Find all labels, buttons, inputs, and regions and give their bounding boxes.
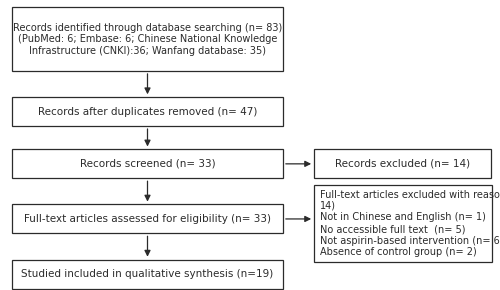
FancyBboxPatch shape — [12, 204, 282, 233]
FancyBboxPatch shape — [12, 260, 282, 289]
Text: Records excluded (n= 14): Records excluded (n= 14) — [335, 159, 470, 169]
Text: Full-text articles excluded with reasons (n=
14)
Not in Chinese and English (n= : Full-text articles excluded with reasons… — [320, 189, 500, 257]
FancyBboxPatch shape — [314, 149, 491, 178]
FancyBboxPatch shape — [12, 97, 282, 126]
Text: Records identified through database searching (n= 83)
(PubMed: 6; Embase: 6; Chi: Records identified through database sear… — [13, 23, 282, 56]
Text: Full-text articles assessed for eligibility (n= 33): Full-text articles assessed for eligibil… — [24, 214, 271, 224]
FancyBboxPatch shape — [12, 149, 282, 178]
Text: Records screened (n= 33): Records screened (n= 33) — [80, 159, 216, 169]
FancyBboxPatch shape — [12, 7, 282, 71]
Text: Studied included in qualitative synthesis (n=19): Studied included in qualitative synthesi… — [22, 269, 274, 279]
Text: Records after duplicates removed (n= 47): Records after duplicates removed (n= 47) — [38, 107, 257, 117]
FancyBboxPatch shape — [314, 185, 492, 262]
